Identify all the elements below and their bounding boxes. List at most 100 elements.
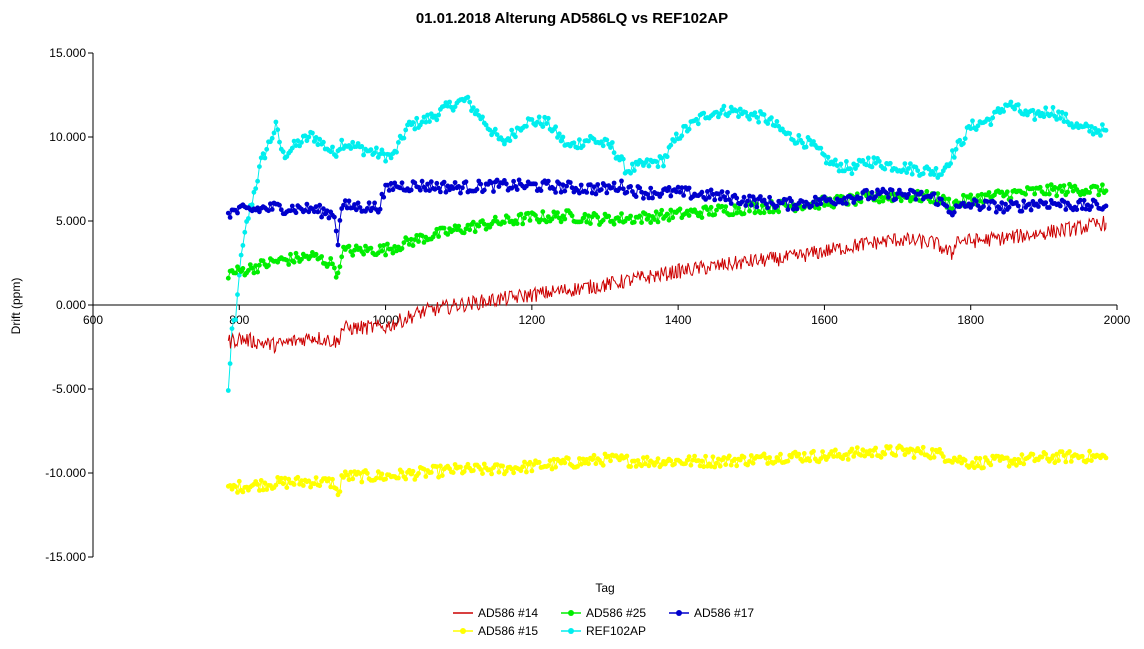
data-point	[242, 229, 248, 235]
data-point	[747, 193, 752, 199]
data-point	[1001, 209, 1006, 215]
data-point	[249, 202, 255, 208]
data-point	[423, 474, 429, 479]
data-point	[642, 211, 648, 217]
data-point	[752, 197, 758, 203]
data-point	[328, 149, 334, 155]
data-point	[1050, 453, 1056, 459]
data-point	[831, 454, 836, 459]
data-point	[321, 139, 326, 145]
data-point	[445, 232, 451, 237]
data-point	[481, 461, 487, 467]
data-point	[315, 142, 321, 148]
data-point	[247, 262, 253, 267]
x-tick-label: 1600	[811, 313, 838, 327]
data-point	[737, 106, 743, 112]
data-point	[712, 212, 718, 218]
data-point	[427, 188, 432, 194]
data-point	[1059, 110, 1065, 115]
data-point	[931, 172, 937, 178]
data-point	[306, 209, 312, 215]
data-point	[1081, 191, 1087, 197]
data-point	[673, 189, 679, 195]
data-point	[260, 258, 266, 264]
data-point	[412, 126, 418, 132]
data-point	[712, 464, 718, 470]
data-point	[1006, 204, 1012, 210]
data-point	[553, 124, 558, 130]
data-point	[388, 155, 394, 161]
data-point	[699, 189, 705, 195]
data-point	[714, 207, 719, 213]
data-point	[710, 191, 716, 197]
data-point	[381, 151, 387, 157]
data-point	[639, 189, 644, 195]
data-point	[289, 203, 295, 209]
data-point	[822, 152, 827, 158]
data-point	[752, 210, 758, 216]
data-point	[545, 115, 551, 121]
data-point	[390, 187, 396, 193]
data-point	[761, 112, 767, 117]
data-point	[708, 204, 714, 210]
data-point	[1083, 206, 1089, 212]
data-point	[260, 151, 266, 157]
data-point	[452, 223, 458, 229]
data-point	[470, 219, 476, 225]
data-point	[474, 108, 480, 113]
data-point	[313, 475, 319, 480]
data-point	[401, 135, 407, 141]
data-point	[249, 265, 255, 271]
legend-label: AD586 #14	[478, 606, 538, 620]
data-point	[801, 204, 807, 210]
x-tick-label: 600	[83, 313, 103, 327]
data-point	[520, 464, 526, 470]
data-point	[721, 103, 727, 109]
data-point	[772, 459, 778, 465]
legend-label: AD586 #17	[694, 606, 754, 620]
data-point	[319, 254, 324, 259]
data-point	[255, 482, 260, 487]
data-point	[1059, 189, 1065, 194]
data-point	[441, 225, 447, 231]
data-point	[441, 179, 447, 185]
data-point	[326, 261, 332, 267]
data-point	[317, 136, 323, 142]
data-point	[712, 197, 718, 203]
data-point	[1046, 191, 1052, 197]
data-point	[240, 266, 246, 271]
data-point	[778, 451, 783, 457]
series-ref102ap	[225, 94, 1109, 393]
data-point	[686, 213, 692, 218]
data-point	[706, 212, 712, 217]
data-point	[518, 211, 524, 217]
data-point	[871, 155, 877, 161]
data-point	[608, 145, 613, 150]
data-point	[295, 474, 301, 480]
data-point	[584, 457, 590, 462]
data-point	[1070, 188, 1076, 194]
data-point	[904, 170, 910, 176]
data-point	[225, 210, 231, 216]
data-point	[887, 444, 893, 449]
data-point	[359, 144, 365, 149]
data-point	[968, 192, 974, 198]
data-point	[1094, 201, 1100, 207]
data-point	[973, 455, 979, 461]
data-point	[619, 178, 624, 184]
data-point	[926, 166, 932, 172]
data-point	[844, 452, 849, 457]
data-point	[1065, 189, 1070, 195]
data-point	[939, 196, 944, 202]
data-point	[864, 187, 869, 193]
x-tick-label: 1400	[665, 313, 692, 327]
data-point	[520, 221, 526, 227]
data-point	[425, 181, 430, 187]
data-point	[644, 191, 650, 197]
data-point	[494, 132, 500, 138]
data-point	[948, 161, 953, 166]
data-point	[1079, 206, 1085, 212]
data-point	[326, 215, 332, 221]
data-point	[500, 463, 505, 469]
data-point	[849, 195, 855, 201]
